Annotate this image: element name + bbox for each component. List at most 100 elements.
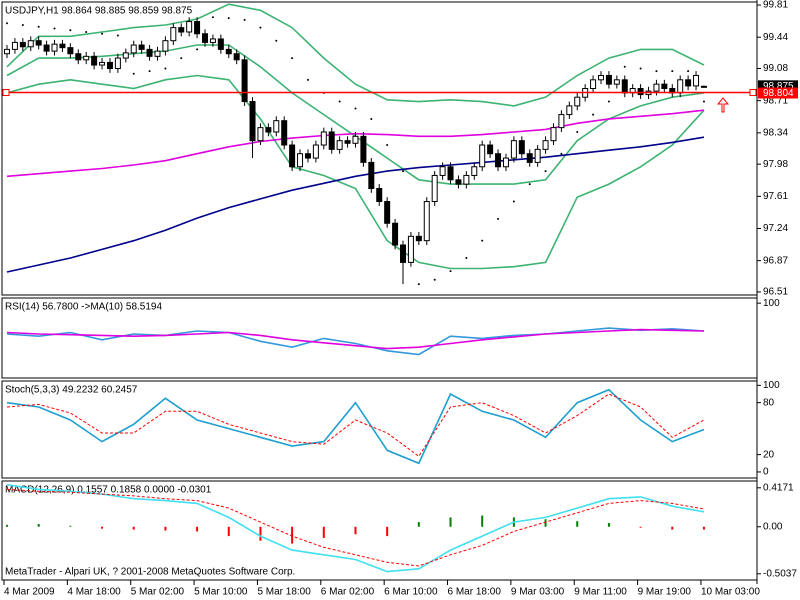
candle-body xyxy=(178,27,185,33)
candle-body xyxy=(700,85,707,88)
candle-body xyxy=(35,40,42,46)
candle-body xyxy=(312,144,319,159)
candle-body xyxy=(225,48,232,55)
y-tick-label: 99.44 xyxy=(763,32,788,43)
candle-body xyxy=(91,55,98,66)
x-tick-label: 5 Mar 10:00 xyxy=(194,587,248,598)
histogram-bar xyxy=(386,526,389,537)
sar-dot xyxy=(623,65,626,68)
y-tick-label: 96.51 xyxy=(763,287,788,298)
candle-body xyxy=(273,120,280,133)
candle-body xyxy=(43,44,50,52)
candle-body xyxy=(439,166,446,176)
candle-body xyxy=(59,43,66,49)
candle-body xyxy=(344,140,351,144)
candle-body xyxy=(217,38,224,50)
x-tick-label: 9 Mar 03:00 xyxy=(511,587,565,598)
histogram-bar xyxy=(354,526,357,535)
candle-body xyxy=(106,61,113,70)
sar-dot xyxy=(655,70,658,73)
candle-body xyxy=(122,52,129,59)
sar-dot xyxy=(544,170,547,173)
price-panel xyxy=(1,1,758,296)
candle-body xyxy=(550,127,557,142)
candle-body xyxy=(83,55,90,61)
candle-body xyxy=(455,179,462,185)
sar-dot xyxy=(433,278,436,281)
histogram-bar xyxy=(607,523,610,527)
candle-body xyxy=(400,244,406,263)
y-tick-label: -0.5037 xyxy=(763,568,797,579)
y-tick-label: 80 xyxy=(763,397,775,408)
candle-body xyxy=(304,153,311,159)
sar-dot xyxy=(85,30,88,33)
sar-dot xyxy=(259,26,262,29)
candle-body xyxy=(146,48,153,57)
candle-body xyxy=(463,174,470,185)
sar-dot xyxy=(211,16,214,19)
histogram-bar xyxy=(132,526,135,530)
price-tag-bg xyxy=(758,80,798,92)
sar-dot xyxy=(196,48,199,51)
y-tick-label: 0.00 xyxy=(763,521,783,532)
y-tick-label: 100 xyxy=(763,380,780,391)
sar-dot xyxy=(687,70,690,73)
histogram-bar xyxy=(259,526,262,541)
panel-title: MACD(12,26,9) 0.1557 0.1858 0.0000 -0.03… xyxy=(5,485,212,496)
y-tick-label: 98.34 xyxy=(763,127,788,138)
panel-title: RSI(14) 56.7800 ->MA(10) 58.5194 xyxy=(5,302,162,313)
x-tick-label: 4 Mar 2009 xyxy=(4,587,55,598)
candle-body xyxy=(67,47,74,55)
histogram-bar xyxy=(196,526,199,532)
candle-body xyxy=(566,105,573,116)
sar-dot xyxy=(101,32,104,35)
candle-body xyxy=(526,153,533,163)
candle-body xyxy=(487,144,494,155)
candle-body xyxy=(297,153,304,168)
histogram-bar xyxy=(227,526,230,537)
sar-dot xyxy=(481,239,484,242)
candle-body xyxy=(637,88,644,96)
sar-dot xyxy=(69,29,72,32)
candle-body xyxy=(423,201,430,242)
y-tick-label: 97.24 xyxy=(763,223,788,234)
indicator-line xyxy=(6,393,705,458)
candle-body xyxy=(11,41,18,50)
indicator-line xyxy=(6,328,705,350)
candle-body xyxy=(590,79,597,90)
histogram-bar xyxy=(164,526,167,531)
panel-title: USDJPY,H1 98.864 98.885 98.859 98.875 xyxy=(5,6,193,17)
candle-body xyxy=(257,127,264,142)
candle-body xyxy=(415,235,422,242)
sar-dot xyxy=(417,283,420,286)
candle-body xyxy=(558,114,565,129)
candle-body xyxy=(130,44,137,54)
candle-body xyxy=(186,21,193,33)
candle-body xyxy=(447,166,454,181)
candle-body xyxy=(502,157,509,168)
copyright: MetaTrader - Alpari UK, ? 2001-2008 Meta… xyxy=(5,567,295,578)
histogram-bar xyxy=(291,526,294,544)
sar-dot xyxy=(576,130,579,133)
sar-dot xyxy=(148,70,151,73)
candle-body xyxy=(621,79,628,94)
sar-dot xyxy=(465,257,468,260)
histogram-bar xyxy=(417,522,420,527)
x-tick-label: 5 Mar 02:00 xyxy=(131,587,185,598)
candle-body xyxy=(209,38,216,43)
candle-body xyxy=(265,127,272,133)
candle-body xyxy=(162,40,169,52)
candle-body xyxy=(19,41,26,48)
histogram-bar xyxy=(544,519,547,527)
candle-body xyxy=(281,120,288,146)
indicator-line xyxy=(6,136,705,273)
candle-body xyxy=(170,27,177,42)
alert-handle xyxy=(749,89,757,97)
histogram-bar xyxy=(449,517,452,527)
indicator-line xyxy=(6,488,705,567)
alert-arrow xyxy=(716,97,730,113)
candle-body xyxy=(249,101,256,142)
histogram-bar xyxy=(322,526,325,538)
sar-dot xyxy=(132,72,135,75)
candle-body xyxy=(328,131,335,150)
